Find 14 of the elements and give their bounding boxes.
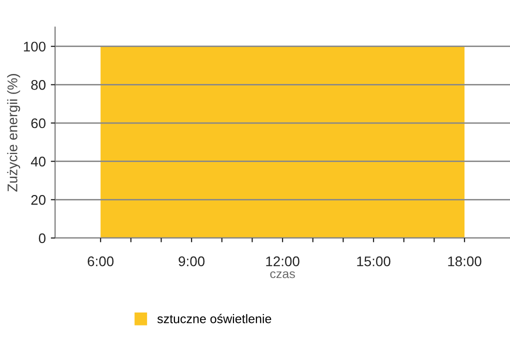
x-tick-label: 9:00 <box>178 256 205 266</box>
y-tick-label: 60 <box>31 118 46 128</box>
y-tick-label: 80 <box>31 80 46 90</box>
y-tick-label: 0 <box>38 233 46 244</box>
x-tick-label: 18:00 <box>448 256 482 266</box>
x-axis-title: czas <box>270 271 295 278</box>
x-tick-label: 6:00 <box>88 256 114 266</box>
y-tick-label: 100 <box>24 42 46 52</box>
y-tick-label: 20 <box>31 195 46 205</box>
legend-label: sztuczne oświetlenie <box>157 314 272 324</box>
y-axis-title: Zużycie energii (%) <box>7 74 20 192</box>
y-tick-label: 40 <box>30 156 46 167</box>
x-tick-label: 12:00 <box>266 256 300 266</box>
x-tick-label: 15:00 <box>357 256 390 266</box>
